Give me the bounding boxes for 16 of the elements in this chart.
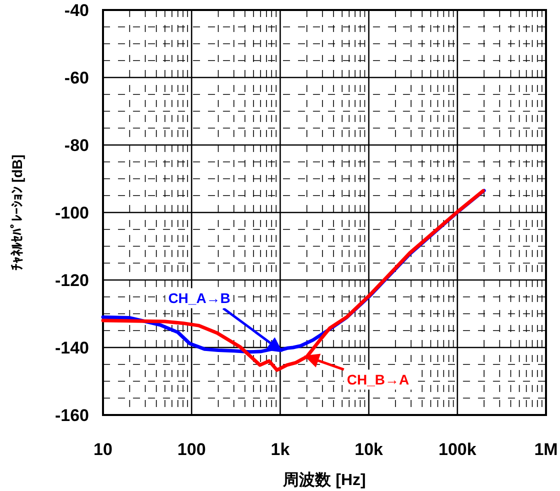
y-tick-label: -140 bbox=[54, 338, 89, 358]
y-tick-label: -40 bbox=[64, 1, 89, 20]
y-tick-label: -60 bbox=[64, 68, 89, 88]
series-label: CH_A→B bbox=[168, 290, 230, 306]
y-axis-title: ﾁｬﾈﾙｾﾊﾟﾚｰｼｮﾝ [dB] bbox=[9, 154, 25, 270]
x-tick-label: 10k bbox=[354, 440, 384, 459]
x-axis-title: 周波数 [Hz] bbox=[282, 471, 366, 489]
x-tick-label: 1M bbox=[534, 440, 558, 459]
x-tick-label: 100k bbox=[438, 440, 477, 459]
y-tick-label: -120 bbox=[54, 271, 89, 290]
y-tick-label: -100 bbox=[54, 204, 89, 222]
y-tick-label: -80 bbox=[64, 136, 89, 155]
y-tick-label: -160 bbox=[54, 406, 89, 425]
x-tick-label: 1k bbox=[270, 440, 290, 459]
x-tick-label: 10 bbox=[94, 440, 112, 459]
x-tick-label: 100 bbox=[177, 440, 206, 459]
